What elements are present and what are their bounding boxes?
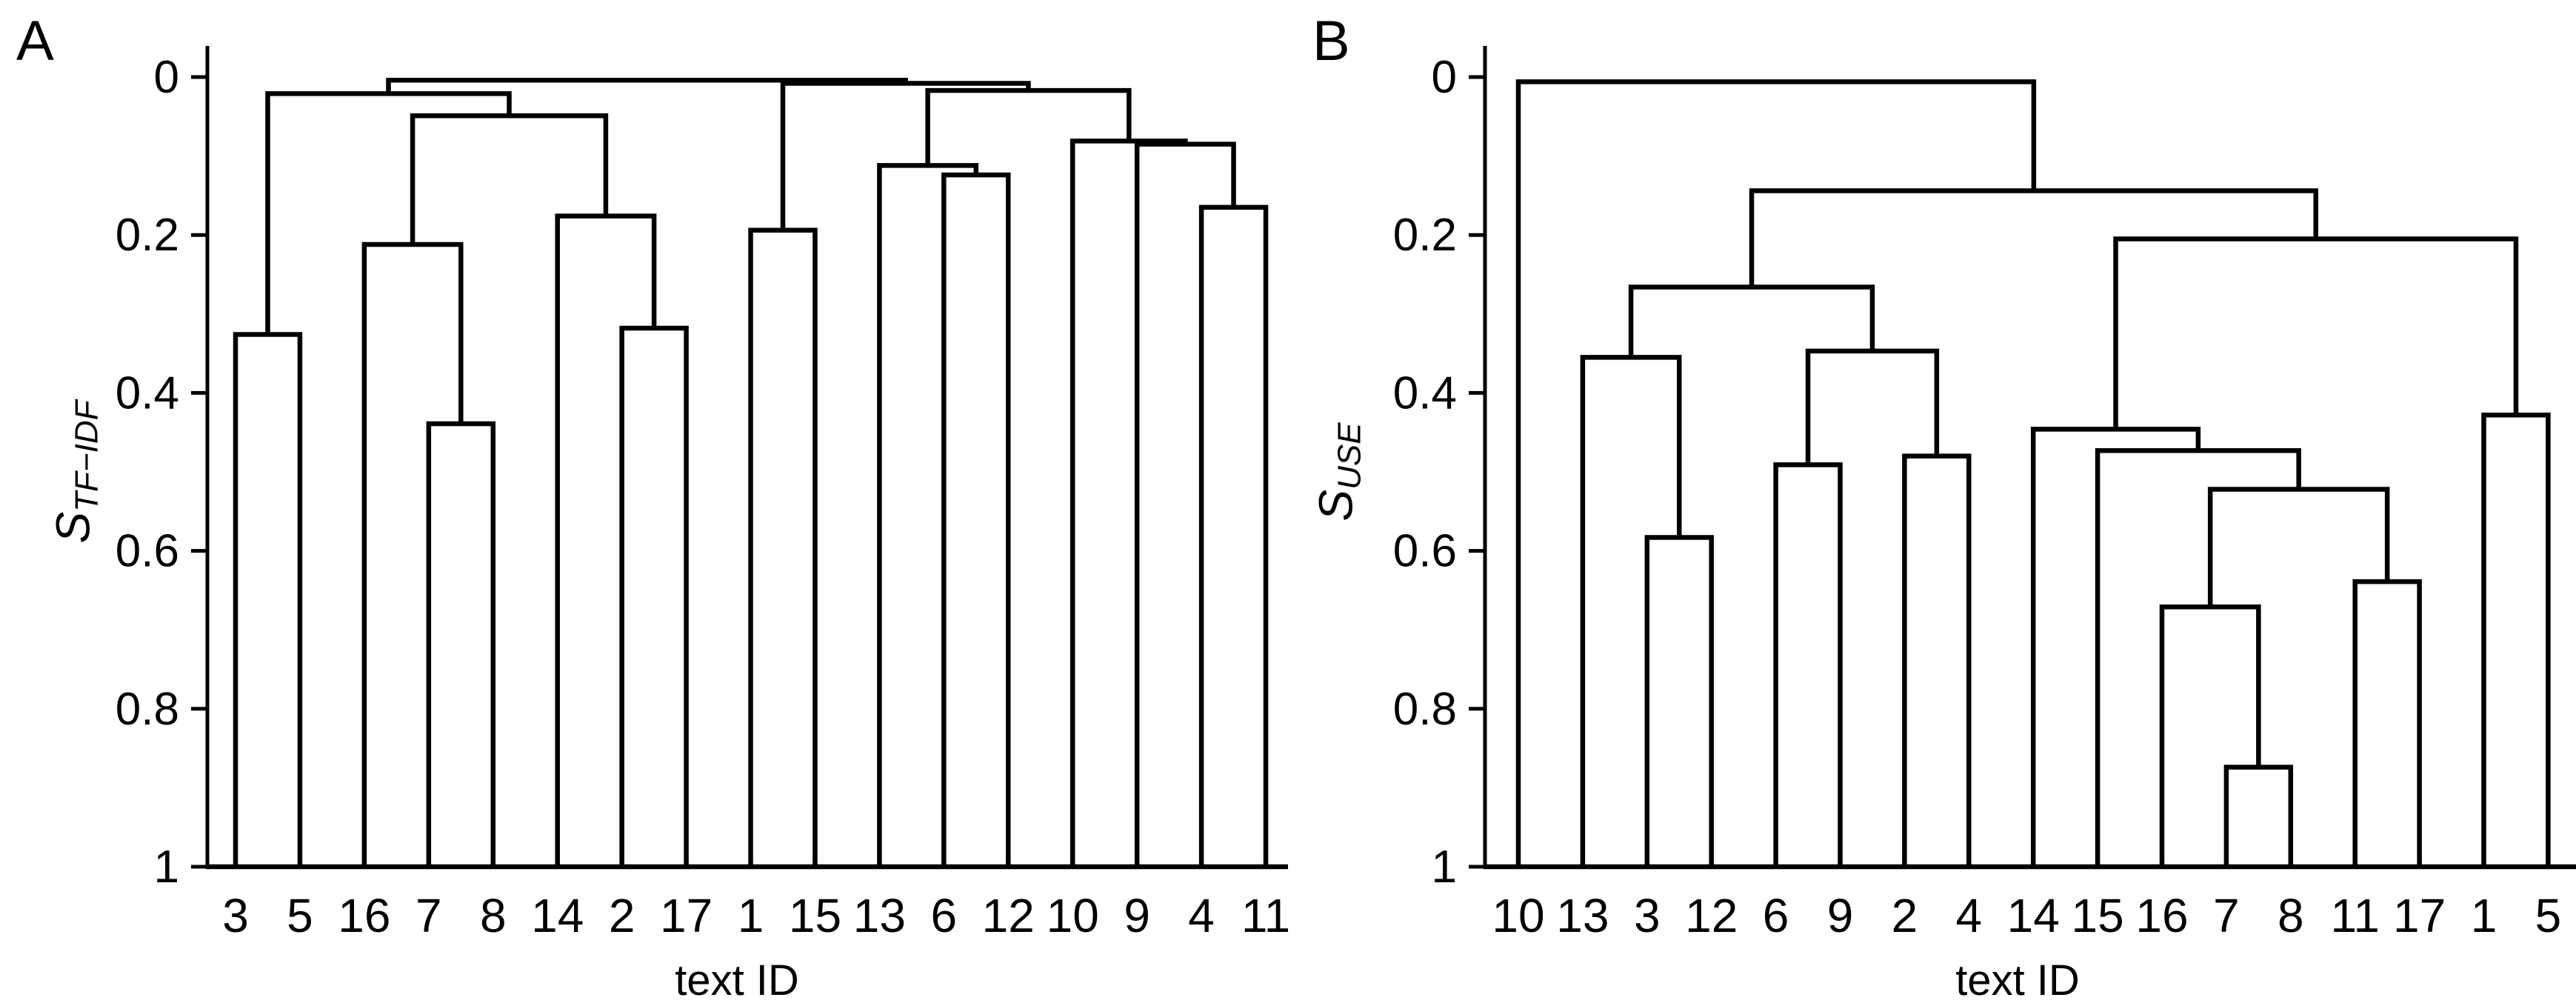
- dendrogram-link: [2095, 447, 2301, 867]
- leaf-label-3: 3: [222, 889, 249, 942]
- leaf-label-4: 4: [1956, 889, 1983, 942]
- leaf-label-7: 7: [2213, 889, 2240, 942]
- panel-a-y-axis-label-subscript: TF−IDF: [68, 400, 105, 512]
- dendrogram-link: [780, 81, 1031, 230]
- y-axis-tick-label: 0.8: [116, 684, 179, 735]
- leaf-label-2: 2: [609, 889, 635, 942]
- dendrogram-link: [1644, 535, 1714, 867]
- dendrogram-link: [1070, 139, 1188, 867]
- dendrogram-link: [1805, 348, 1940, 465]
- y-axis-tick-label: 0.6: [116, 526, 179, 577]
- panel-a-y-axis-label: STF−IDF: [46, 400, 106, 543]
- leaf-label-7: 7: [416, 889, 442, 942]
- y-axis-tick-label: 0.4: [1393, 367, 1457, 419]
- dendrogram-link: [555, 213, 657, 867]
- dendrogram-link: [748, 227, 818, 867]
- leaf-label-5: 5: [287, 889, 313, 942]
- dendrogram-link: [426, 421, 496, 867]
- leaf-label-15: 15: [789, 889, 841, 942]
- y-axis-tick-label: 0.2: [116, 210, 179, 261]
- leaf-label-3: 3: [1634, 889, 1661, 942]
- leaf-label-1: 1: [2471, 889, 2497, 942]
- leaf-label-2: 2: [1892, 889, 1918, 942]
- dendrogram-link: [265, 91, 512, 335]
- dendrogram-link: [2223, 765, 2294, 867]
- leaf-label-14: 14: [2007, 889, 2060, 942]
- leaf-label-5: 5: [2535, 889, 2562, 942]
- y-axis-tick-label: 0: [154, 52, 179, 103]
- panel-b-y-axis-label: SUSE: [1309, 422, 1369, 521]
- dendrogram-link: [877, 163, 979, 867]
- y-axis-tick-label: 1: [1432, 842, 1457, 893]
- dendrogram-link: [619, 325, 689, 867]
- panel-b-y-axis-label-symbol: S: [1309, 489, 1363, 522]
- leaf-label-9: 9: [1124, 889, 1150, 942]
- dendrogram-link: [1580, 355, 1682, 867]
- dendrogram-link: [1628, 284, 1875, 358]
- panel-a-x-axis-label: text ID: [675, 956, 799, 1005]
- panel-a-dendrogram-plot: 00.20.40.60.813 5 16 7 8 14 2 17 1 15 13 6 12 10 9 4 11: [116, 46, 1288, 942]
- dendrogram-link: [1902, 453, 1972, 867]
- dendrogram-link: [1515, 79, 2037, 867]
- leaf-label-16: 16: [338, 889, 390, 942]
- dendrogram-link: [941, 172, 1011, 867]
- leaf-label-4: 4: [1188, 889, 1215, 942]
- dendrogram-link: [233, 332, 303, 867]
- leaf-label-13: 13: [853, 889, 906, 942]
- dendrogram-link: [2207, 487, 2390, 607]
- y-axis-tick-label: 1: [154, 842, 179, 893]
- leaf-label-13: 13: [1556, 889, 1609, 942]
- leaf-label-8: 8: [2278, 889, 2304, 942]
- panel-b-y-axis-label-subscript: USE: [1331, 422, 1368, 490]
- leaf-label-15: 15: [2072, 889, 2124, 942]
- leaf-label-16: 16: [2135, 889, 2188, 942]
- panel-b-x-axis-label: text ID: [1955, 956, 2080, 1005]
- dendrogram-link: [1134, 141, 1236, 867]
- panel-b-title: B: [1312, 10, 1350, 73]
- y-axis-tick-label: 0.4: [116, 367, 179, 419]
- dendrogram-link: [2113, 236, 2519, 430]
- leaf-label-1: 1: [738, 889, 764, 942]
- leaf-label-11: 11: [2330, 889, 2379, 942]
- dendrogram-link: [2030, 427, 2201, 867]
- leaf-label-17: 17: [2393, 889, 2446, 942]
- leaf-label-9: 9: [1827, 889, 1854, 942]
- dendrogram-link: [2352, 579, 2422, 867]
- y-axis-tick-label: 0.2: [1393, 210, 1457, 261]
- dendrogram-link: [925, 87, 1132, 166]
- panel-a-title: A: [16, 10, 54, 73]
- dendrogram-link: [410, 113, 609, 244]
- dendrogram-link: [2481, 412, 2551, 867]
- y-axis-tick-label: 0.6: [1393, 526, 1457, 577]
- y-axis-tick-label: 0: [1432, 52, 1457, 103]
- leaf-label-14: 14: [531, 889, 584, 942]
- leaf-label-11: 11: [1241, 889, 1288, 942]
- dendrogram-link: [1198, 204, 1269, 867]
- dendrogram-link: [2159, 604, 2261, 867]
- dendrogram-link: [361, 241, 464, 867]
- leaf-label-12: 12: [982, 889, 1035, 942]
- dendrogram-link: [1773, 462, 1843, 867]
- leaf-label-12: 12: [1685, 889, 1738, 942]
- dendrogram-link: [386, 78, 908, 94]
- leaf-label-10: 10: [1492, 889, 1544, 942]
- leaf-label-17: 17: [660, 889, 713, 942]
- leaf-label-6: 6: [931, 889, 958, 942]
- leaf-label-10: 10: [1047, 889, 1099, 942]
- leaf-label-6: 6: [1763, 889, 1789, 942]
- y-axis-tick-label: 0.8: [1393, 684, 1457, 735]
- panel-a-y-axis-label-symbol: S: [46, 511, 100, 544]
- leaf-label-8: 8: [480, 889, 507, 942]
